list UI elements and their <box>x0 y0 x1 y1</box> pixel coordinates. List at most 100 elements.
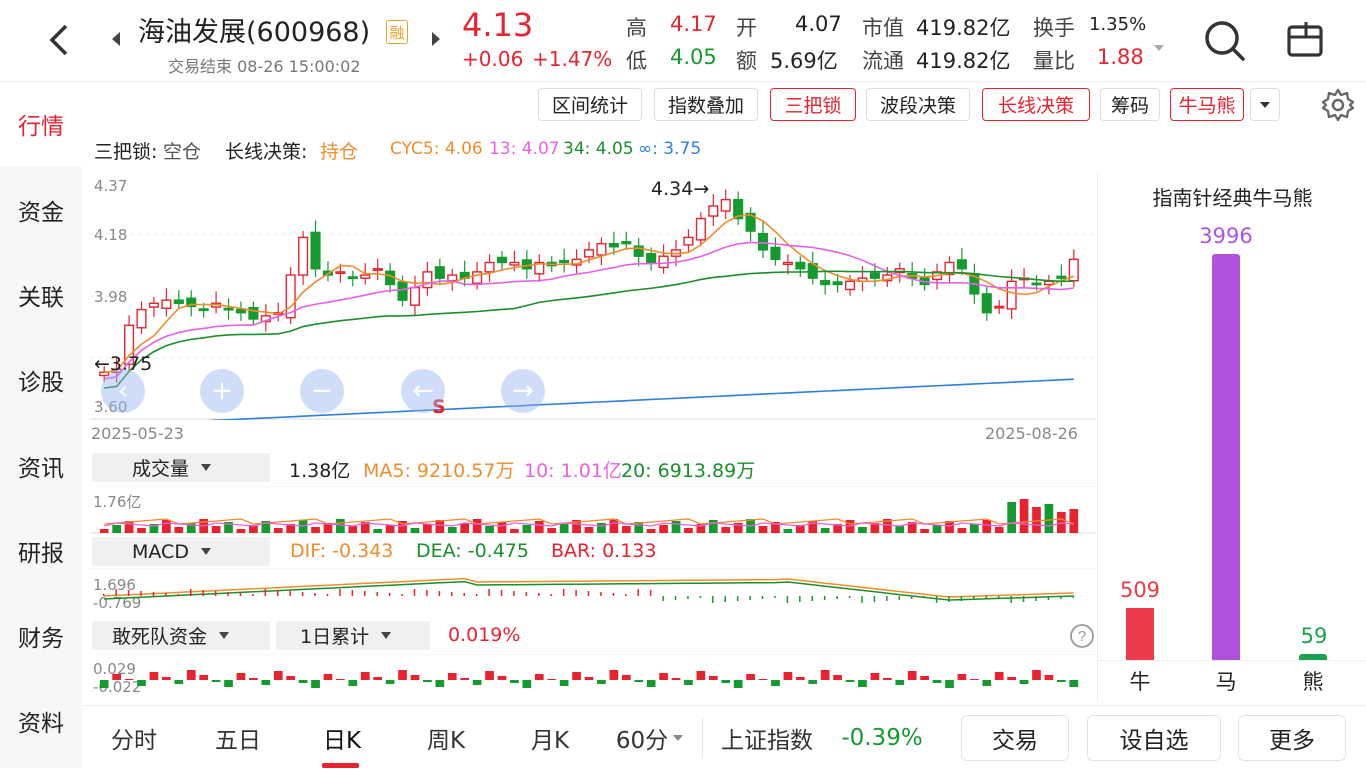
volume-ma10: 10: 1.01亿 <box>524 460 622 482</box>
fund-bar <box>522 680 532 688</box>
macd-bar <box>761 596 764 599</box>
scroll-left-icon[interactable]: ‹ <box>101 369 145 413</box>
help-icon[interactable]: ? <box>1069 623 1095 653</box>
stock-name: 海油发展(600968) <box>138 17 371 48</box>
candle <box>124 324 135 365</box>
chevron-down-icon <box>381 632 392 639</box>
volume-bar <box>932 525 942 533</box>
stat-label: 市值 <box>862 16 904 40</box>
volume-bar <box>124 521 134 533</box>
volume-bar <box>162 520 171 533</box>
volume-bar <box>584 527 594 533</box>
macd-selector[interactable]: MACD <box>92 537 270 566</box>
more-button[interactable]: 更多 <box>1238 715 1346 761</box>
three-locks-button[interactable]: 三把锁 <box>770 88 856 121</box>
volume-bar <box>696 524 706 533</box>
sidebar-item-quote[interactable]: 行情 <box>0 82 82 166</box>
macd-bar <box>861 596 863 603</box>
move-left-icon[interactable]: ← <box>401 369 445 413</box>
chevron-down-icon <box>219 632 230 639</box>
fund-bar <box>360 672 370 680</box>
sidebar-item-related[interactable]: 关联 <box>18 285 64 311</box>
stats-expand-icon[interactable] <box>1153 37 1165 56</box>
sidebar-item-news[interactable]: 资讯 <box>18 456 64 482</box>
zoom-in-icon[interactable]: + <box>200 369 244 413</box>
next-stock-icon[interactable] <box>430 31 442 51</box>
macd-bar <box>1035 596 1037 601</box>
zoom-out-icon[interactable]: − <box>300 369 344 413</box>
stat-label: 高 <box>626 16 647 40</box>
volume-bar <box>373 529 383 533</box>
macd-bar <box>960 596 963 601</box>
macd-bar <box>873 596 876 602</box>
volume-bar <box>261 521 271 533</box>
price-change: +0.06 <box>462 47 524 71</box>
volume-bar <box>969 524 979 533</box>
band-decision-button[interactable]: 波段决策 <box>866 88 970 121</box>
fund-selector[interactable]: 敢死队资金 <box>92 621 270 650</box>
candle <box>1043 280 1054 286</box>
candle <box>298 236 309 276</box>
tab-intraday[interactable]: 分时 <box>111 727 157 754</box>
macd-bar <box>289 591 291 596</box>
tab-weekly-k[interactable]: 周K <box>426 727 466 754</box>
trade-button[interactable]: 交易 <box>961 715 1069 761</box>
candle <box>646 252 657 264</box>
macd-bar <box>127 590 130 596</box>
fund-bar <box>447 673 457 680</box>
search-icon[interactable] <box>1203 19 1247 67</box>
macd-bar <box>475 594 478 596</box>
interval-stats-button[interactable]: 区间统计 <box>538 88 642 121</box>
back-icon[interactable] <box>40 20 80 60</box>
chips-button[interactable]: 筹码 <box>1100 88 1160 121</box>
sidebar-item-profile[interactable]: 资料 <box>18 711 64 737</box>
add-watchlist-button[interactable]: 设自选 <box>1087 715 1221 761</box>
fund-bar <box>460 678 470 680</box>
bull-bear-button[interactable]: 牛马熊 <box>1170 88 1244 121</box>
index-overlay-button[interactable]: 指数叠加 <box>654 88 758 121</box>
bear-value: 59 <box>1300 624 1328 648</box>
macd-bar <box>152 592 155 596</box>
settings-icon[interactable] <box>1320 87 1356 127</box>
volume-bar <box>609 519 619 533</box>
index-name[interactable]: 上证指数 <box>721 727 813 754</box>
fund-value: 0.019% <box>448 624 521 646</box>
stat-label: 流通 <box>862 49 904 73</box>
share-icon[interactable] <box>1286 20 1326 64</box>
fund-bar <box>112 674 121 680</box>
fund-bar <box>547 679 557 680</box>
tab-five-day[interactable]: 五日 <box>215 727 261 754</box>
volume-max: 1.76亿 <box>93 493 142 511</box>
volume-bar <box>1007 502 1016 533</box>
sidebar-item-finance[interactable]: 财务 <box>18 626 64 652</box>
sidebar-item-reports[interactable]: 研报 <box>18 541 64 567</box>
prev-stock-icon[interactable] <box>110 31 122 51</box>
toolbar-more-icon[interactable] <box>1250 88 1280 121</box>
stat-volume-ratio: 1.88 <box>1097 45 1144 69</box>
candle <box>633 245 644 257</box>
bull-value: 509 <box>1119 578 1161 602</box>
macd-bar <box>364 591 366 596</box>
fund-bar <box>261 680 271 685</box>
macd-bar <box>376 592 378 596</box>
move-right-icon[interactable]: → <box>501 369 545 413</box>
fund-bar <box>472 680 482 685</box>
macd-bar <box>264 589 267 596</box>
stat-market-cap: 419.82亿 <box>916 16 1011 40</box>
kline-chart[interactable] <box>90 172 1096 420</box>
period-selector[interactable]: 1日累计 <box>276 621 430 650</box>
sidebar-item-diagnosis[interactable]: 诊股 <box>18 370 64 396</box>
sidebar-item-funds[interactable]: 资金 <box>18 200 64 226</box>
fund-bar <box>907 671 917 680</box>
tab-daily-k[interactable]: 日K <box>322 727 362 754</box>
macd-bar <box>115 589 117 596</box>
volume-selector[interactable]: 成交量 <box>92 453 270 482</box>
tab-monthly-k[interactable]: 月K <box>530 727 570 754</box>
long-label: 长线决策: <box>225 141 308 163</box>
fund-bar <box>336 679 345 680</box>
candle <box>235 308 247 314</box>
candle <box>720 198 731 212</box>
volume-bar <box>286 524 296 533</box>
tab-60min[interactable]: 60分 <box>602 706 698 769</box>
long-decision-button[interactable]: 长线决策 <box>982 88 1090 121</box>
